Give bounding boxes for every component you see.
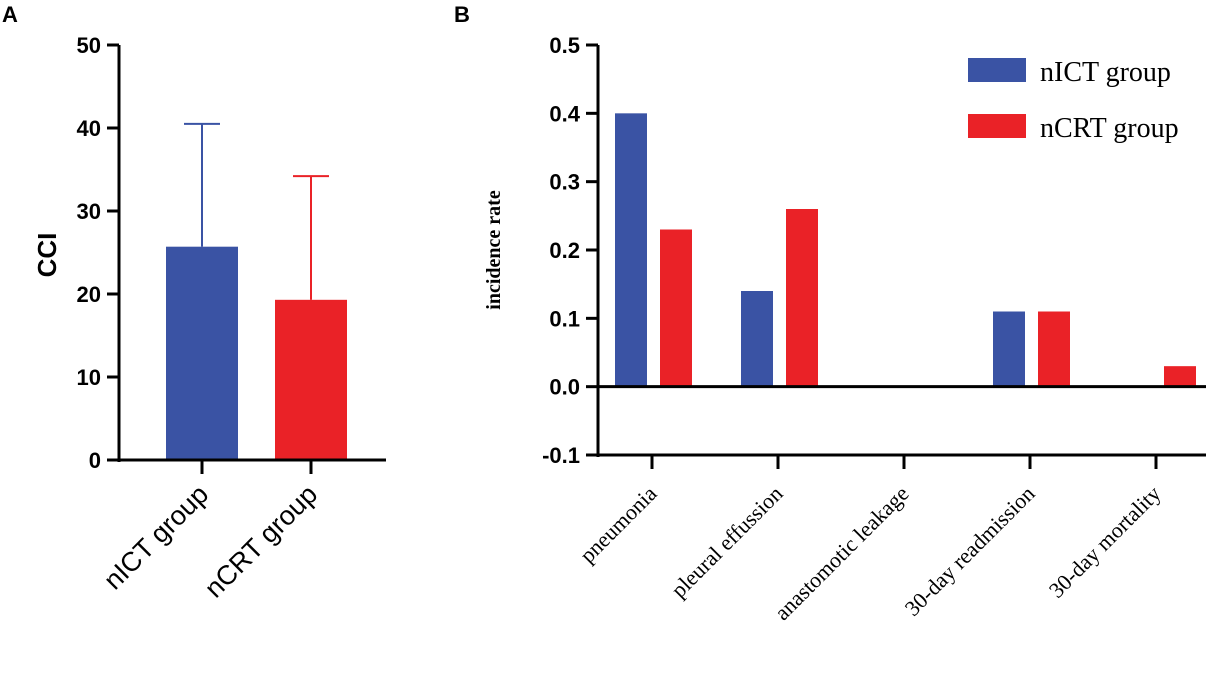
chart-b-ytick-label: 0.1 <box>549 306 580 331</box>
chart-b-bar <box>993 311 1025 387</box>
chart-b-bar <box>615 113 647 387</box>
chart-a-xtick-label: nCRT group <box>199 479 324 604</box>
chart-b-bar <box>660 229 692 387</box>
chart-a-ytick-label: 40 <box>77 116 101 141</box>
legend-swatch-nict <box>968 58 1026 82</box>
legend-label-nict: nICT group <box>1040 57 1171 88</box>
chart-b-ytick-label: 0.0 <box>549 375 580 400</box>
legend-label-ncrt: nCRT group <box>1040 113 1179 144</box>
chart-b-bar <box>786 209 818 387</box>
chart-b-ytick-label: -0.1 <box>542 443 580 468</box>
panel-letter-a: A <box>2 2 18 27</box>
chart-a-ytick-label: 20 <box>77 282 101 307</box>
chart-a-ytick-label: 10 <box>77 365 101 390</box>
chart-b-xtick-label: 30-day readmission <box>900 481 1040 621</box>
chart-b-legend: nICT group nCRT group <box>968 57 1179 144</box>
chart-b-ytick-label: 0.3 <box>549 170 580 195</box>
chart-b-bar <box>741 291 773 387</box>
panel-letter-b: B <box>454 2 470 27</box>
chart-b-ylabel: incidence rate <box>483 190 505 310</box>
chart-b-bar <box>1164 366 1196 387</box>
chart-a-ylabel: CCI <box>32 233 62 278</box>
chart-a-ytick-label: 30 <box>77 199 101 224</box>
chart-a-xtick-label: nICT group <box>98 479 214 595</box>
chart-b: incidence rate nICT group nCRT group -0.… <box>483 33 1206 625</box>
chart-b-xtick-label: 30-day mortality <box>1044 481 1166 603</box>
chart-b-xtick-label: pneumonia <box>575 481 662 568</box>
chart-b-bar <box>1038 311 1070 387</box>
chart-b-ytick-label: 0.5 <box>549 33 580 58</box>
chart-a-ytick-label: 0 <box>89 448 101 473</box>
chart-a-ytick-label: 50 <box>77 33 101 58</box>
chart-a-bar-1 <box>275 299 347 460</box>
chart-b-xtick-label: anastomotic leakage <box>769 481 913 625</box>
chart-b-ytick-label: 0.4 <box>549 101 580 126</box>
chart-b-ytick-label: 0.2 <box>549 238 580 263</box>
chart-a-bar-0 <box>166 246 238 460</box>
legend-swatch-ncrt <box>968 114 1026 138</box>
chart-b-xtick-label: pleural effussion <box>666 481 788 603</box>
